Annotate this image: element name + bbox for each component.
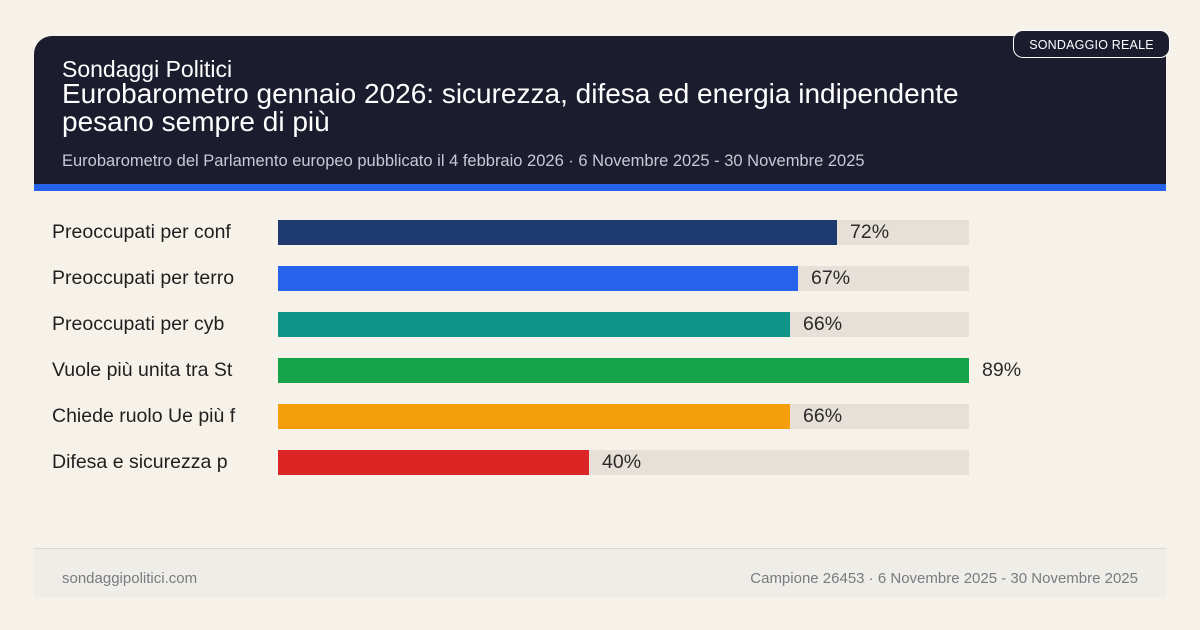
bar — [278, 404, 790, 429]
bar-track — [278, 404, 969, 429]
bar-track — [278, 312, 969, 337]
bar — [278, 312, 790, 337]
kicker: Sondaggi Politici — [62, 56, 233, 82]
page-title: Eurobarometro gennaio 2026: sicurezza, d… — [62, 78, 959, 137]
bar-value-label: 66% — [803, 405, 843, 427]
bar — [278, 266, 798, 291]
bar-label: Chiede ruolo Ue più f — [52, 405, 236, 427]
bar-value-label: 66% — [803, 313, 843, 335]
bar-track — [278, 358, 969, 383]
bar-track — [278, 220, 969, 245]
footer: sondaggipolitici.com Campione 26453 · 6 … — [34, 548, 1166, 597]
bar-track — [278, 266, 969, 291]
bar — [278, 450, 589, 475]
page-subtitle: Eurobarometro del Parlamento europeo pub… — [62, 152, 865, 170]
bar-label: Preoccupati per conf — [52, 221, 231, 243]
header-card: Sondaggi Politici Eurobarometro gennaio … — [34, 36, 1166, 184]
status-badge: SONDAGGIO REALE — [1013, 30, 1170, 58]
bar-value-label: 40% — [602, 451, 642, 473]
bar-label: Difesa e sicurezza p — [52, 451, 228, 473]
bar-label: Preoccupati per cyb — [52, 313, 225, 335]
bar-label: Vuole più unita tra St — [52, 359, 233, 381]
bar — [278, 358, 969, 383]
bar-value-label: 89% — [982, 359, 1022, 381]
bar-value-label: 67% — [811, 267, 851, 289]
bar — [278, 220, 837, 245]
bar-value-label: 72% — [850, 221, 890, 243]
bar-track — [278, 450, 969, 475]
bar-label: Preoccupati per terro — [52, 267, 235, 289]
footer-source[interactable]: sondaggipolitici.com — [62, 570, 198, 587]
header-accent-line — [34, 184, 1166, 191]
footer-sample: Campione 26453 · 6 Novembre 2025 - 30 No… — [750, 570, 1138, 587]
